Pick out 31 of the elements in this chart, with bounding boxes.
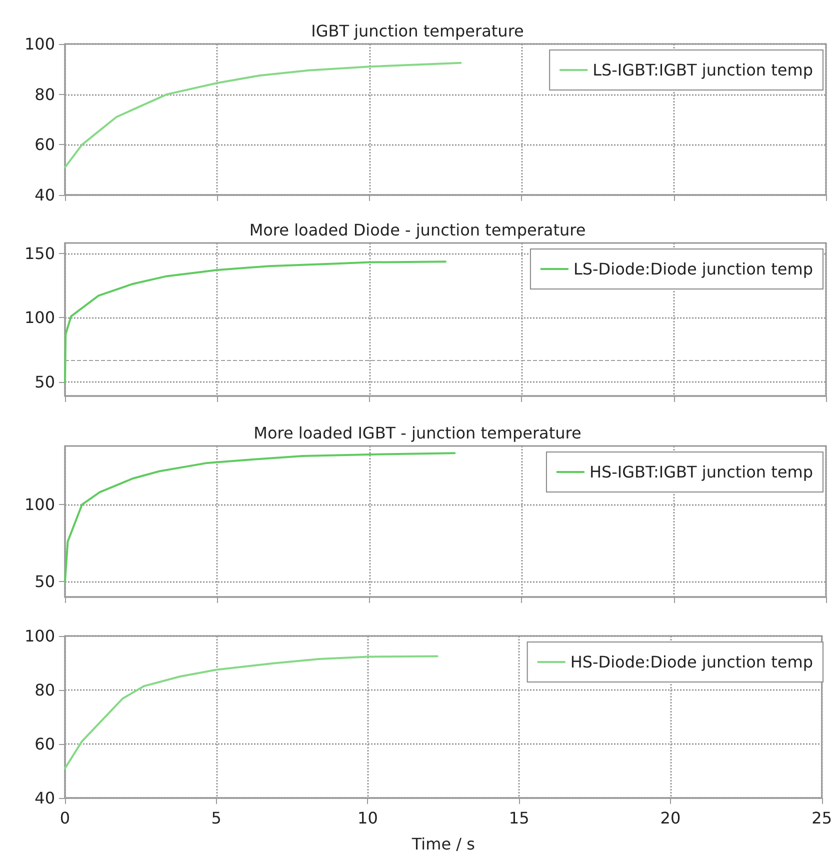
y-tick-label: 50 [34, 372, 55, 392]
y-tick-label: 100 [24, 626, 55, 646]
x-tick-label: 25 [812, 808, 832, 828]
line-series [64, 452, 456, 583]
line-series [64, 260, 446, 383]
x-axis-title: Time / s [410, 834, 475, 854]
legend-label: HS-Diode:Diode junction temp [570, 652, 814, 672]
chart-title: IGBT junction temperature [311, 22, 524, 40]
y-tick-label: 60 [34, 135, 55, 154]
x-tick-label: 20 [660, 808, 681, 828]
legend-label: LS-Diode:Diode junction temp [573, 260, 813, 278]
x-tick-label: 0 [60, 808, 70, 828]
chart-title: More loaded IGBT - junction temperature [254, 424, 582, 442]
legend-label: LS-IGBT:IGBT junction temp [592, 60, 814, 80]
x-tick-label: 15 [508, 808, 530, 828]
y-tick-label: 40 [34, 186, 55, 204]
line-series [64, 62, 462, 168]
y-tick-label: 50 [34, 572, 55, 592]
y-tick-label: 40 [34, 788, 55, 808]
x-tick-label: 10 [358, 808, 378, 828]
line-series [64, 655, 438, 770]
y-tick-label: 60 [34, 734, 55, 754]
y-tick-label: 100 [24, 495, 55, 514]
x-tick-label: 5 [211, 808, 222, 828]
y-tick-label: 80 [34, 84, 55, 104]
y-tick-label: 100 [24, 34, 55, 54]
chart-title: More loaded Diode - junction temperature [249, 220, 586, 240]
legend-label: HS-IGBT:IGBT junction temp [589, 462, 813, 482]
y-tick-label: 80 [34, 680, 55, 700]
y-tick-label: 150 [24, 244, 55, 263]
y-tick-label: 100 [24, 308, 55, 328]
